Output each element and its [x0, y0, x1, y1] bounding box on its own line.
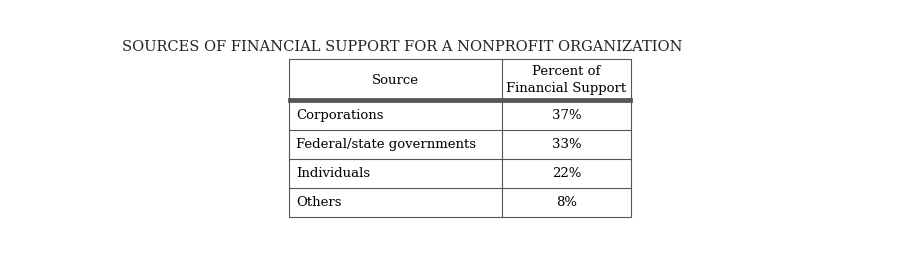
Bar [289, 59, 631, 217]
Text: Individuals: Individuals [297, 167, 370, 180]
Text: Percent of
Financial Support: Percent of Financial Support [507, 65, 627, 95]
Text: Others: Others [297, 196, 341, 209]
Text: Corporations: Corporations [297, 109, 384, 122]
Text: 22%: 22% [552, 167, 581, 180]
Text: Source: Source [373, 74, 420, 87]
Text: Federal/state governments: Federal/state governments [297, 138, 476, 151]
Text: 37%: 37% [552, 109, 581, 122]
Text: 33%: 33% [552, 138, 581, 151]
Text: 8%: 8% [556, 196, 577, 209]
Text: SOURCES OF FINANCIAL SUPPORT FOR A NONPROFIT ORGANIZATION: SOURCES OF FINANCIAL SUPPORT FOR A NONPR… [122, 40, 682, 54]
